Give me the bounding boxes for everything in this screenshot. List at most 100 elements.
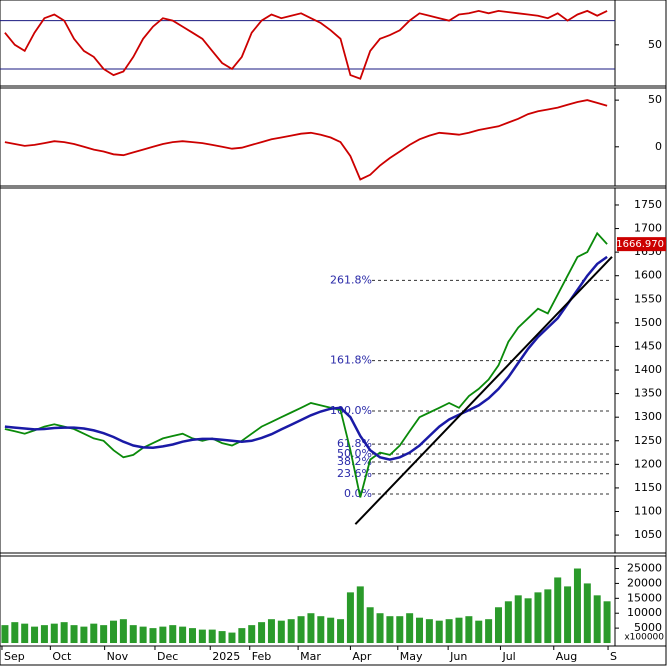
series-line: [4, 99, 608, 181]
volume-bar: [228, 632, 236, 644]
volume-bar: [346, 592, 354, 644]
volume-bar: [129, 625, 137, 644]
y-tick-label: 50: [648, 93, 662, 106]
volume-bar: [218, 631, 226, 644]
series-line: [4, 255, 608, 461]
volume-bar: [188, 628, 196, 644]
x-tick-label: S: [610, 650, 617, 663]
volume-bar: [11, 622, 19, 644]
x-tick-label: Mar: [300, 650, 321, 663]
x-tick-label: 2025: [212, 650, 240, 663]
price-box: [617, 237, 666, 252]
y-tick-label: 20000: [627, 576, 662, 589]
volume-bar: [90, 623, 98, 644]
volume-bar: [524, 598, 532, 644]
volume-bar: [267, 619, 275, 644]
y-tick-label: 1400: [634, 363, 662, 376]
volume-bar: [327, 617, 335, 644]
volume-bar: [307, 613, 315, 644]
volume-bar: [465, 616, 473, 644]
volume-bar: [485, 619, 493, 644]
volume-bar: [60, 622, 68, 644]
y-tick-label: 1300: [634, 410, 662, 423]
series-line: [4, 231, 608, 498]
volume-bar: [564, 586, 572, 644]
y-tick-label: 50: [648, 38, 662, 51]
volume-bar: [1, 625, 9, 644]
panel: [0, 555, 667, 647]
y-tick-label: 1700: [634, 222, 662, 235]
volume-bar: [70, 625, 78, 644]
volume-bar: [386, 616, 394, 644]
volume-bar: [573, 568, 581, 644]
y-tick-label: 1750: [634, 198, 662, 211]
volume-bar: [406, 613, 414, 644]
x-tick-label: May: [400, 650, 423, 663]
fib-label: 261.8%: [330, 273, 372, 286]
volume-bar: [514, 595, 522, 644]
x-tick-label: Jul: [501, 650, 515, 663]
y-tick-label: 25000: [627, 562, 662, 575]
y-tick-label: 10000: [627, 606, 662, 619]
volume-bar: [583, 583, 591, 644]
volume-bar: [603, 601, 611, 644]
volume-bar: [475, 620, 483, 644]
x-tick-label: Apr: [352, 650, 372, 663]
y-tick-label: 1150: [634, 481, 662, 494]
volume-bar: [337, 619, 345, 644]
y-tick-label: 1500: [634, 316, 662, 329]
y-tick-label: 1050: [634, 528, 662, 541]
volume-bar: [31, 626, 39, 644]
volume-bar: [297, 616, 305, 644]
fib-label: 100.0%: [330, 404, 372, 417]
y-tick-label: 0: [655, 140, 662, 153]
volume-bar: [445, 619, 453, 644]
volume-bar: [21, 623, 29, 644]
volume-bar: [80, 626, 88, 644]
volume-bar: [534, 592, 542, 644]
volume-bar: [198, 629, 206, 644]
volume-bar: [317, 616, 325, 644]
volume-bar: [208, 629, 216, 644]
panel: [0, 0, 667, 87]
volume-bar: [554, 577, 562, 644]
y-tick-label: 15000: [627, 591, 662, 604]
x-tick-label: Sep: [4, 650, 25, 663]
y-tick-label: 1450: [634, 339, 662, 352]
panel: [0, 87, 667, 187]
x-tick-label: Feb: [252, 650, 271, 663]
volume-bar: [287, 619, 295, 644]
series-line: [4, 9, 608, 80]
x-tick-label: Nov: [107, 650, 129, 663]
volume-bar: [504, 601, 512, 644]
volume-bar: [50, 623, 58, 644]
volume-bar: [238, 628, 246, 644]
volume-bar: [356, 586, 364, 644]
y-tick-label: 1550: [634, 292, 662, 305]
volume-bar: [416, 617, 424, 644]
volume-bar: [494, 607, 502, 644]
x-tick-label: Aug: [556, 650, 577, 663]
fib-label: 161.8%: [330, 354, 372, 367]
volume-bar: [179, 626, 187, 644]
volume-bar: [396, 616, 404, 644]
y-tick-label: 1350: [634, 387, 662, 400]
volume-bar: [40, 625, 48, 644]
x-tick-label: Dec: [157, 650, 178, 663]
fib-label: 50.0%: [337, 447, 372, 460]
volume-bar: [110, 620, 118, 644]
panel: [0, 187, 667, 554]
y-tick-label: 1100: [634, 505, 662, 518]
volume-bar: [119, 619, 127, 644]
fib-label: 0.0%: [344, 487, 372, 500]
x-tick-label: Jun: [449, 650, 467, 663]
volume-bar: [159, 626, 167, 644]
y-tick-label: 5000: [634, 621, 662, 634]
y-tick-label: 1600: [634, 269, 662, 282]
volume-bar: [149, 628, 157, 644]
volume-bar: [169, 625, 177, 644]
volume-bar: [593, 595, 601, 644]
volume-bar: [376, 613, 384, 644]
